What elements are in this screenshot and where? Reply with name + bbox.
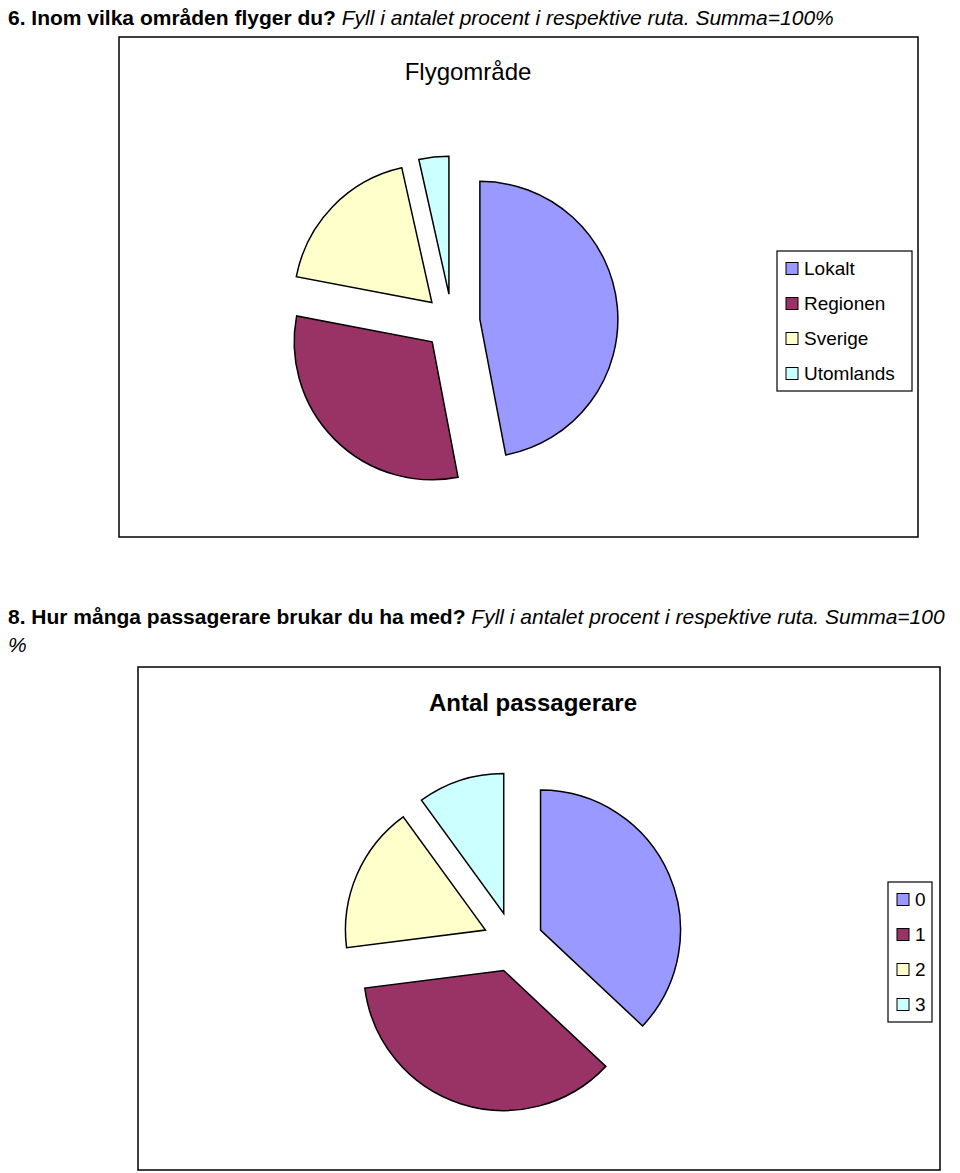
legend-label: Sverige [804,328,868,349]
legend-label: Regionen [804,293,885,314]
question-text: 6. Inom vilka områden flyger du? [8,6,336,29]
chart-title: Antal passagerare [429,689,637,716]
pie [345,773,680,1110]
pie-slice [419,156,449,294]
legend-label: Utomlands [804,363,895,384]
legend-swatch [897,964,909,976]
question-text: 8. Hur många passagerare brukar du ha me… [8,605,466,628]
legend-label: 0 [915,889,926,910]
question-instruction: Fyll i antalet procent i respektive ruta… [342,6,834,29]
question-heading: 8. Hur många passagerare brukar du ha me… [8,603,953,659]
chart-frame [119,37,918,537]
legend-swatch [897,999,909,1011]
chart: Antal passagerare 0 1 2 3 [138,667,940,1170]
legend-label: 1 [915,924,926,945]
legend-label: Lokalt [804,258,855,279]
page-svg: Flygområde Lokalt Regionen Sverige Utomlands… [0,0,960,1173]
legend-swatch [786,263,798,275]
pie-slice [296,168,432,303]
pie-slice [365,971,606,1111]
spacer [336,6,342,29]
legend-box [888,882,932,1022]
pie-slice [541,790,681,1026]
spacer [466,605,472,628]
pie-slice [421,773,503,913]
chart-title: Flygområde [405,58,532,85]
legend-label: 3 [915,994,926,1015]
legend-swatch [786,368,798,380]
pie-slice [480,181,618,455]
chart-frame [138,667,940,1170]
legend-swatch [786,298,798,310]
chart: Flygområde Lokalt Regionen Sverige Utomlands [119,37,918,537]
pie-slice [294,316,458,480]
pie [294,156,618,480]
legend-swatch [897,894,909,906]
legend-swatch [897,929,909,941]
legend-box [777,251,912,391]
question-heading: 6. Inom vilka områden flyger du? Fyll i … [8,4,953,32]
legend-label: 2 [915,959,926,980]
legend: 0 1 2 3 [888,882,932,1022]
legend: Lokalt Regionen Sverige Utomlands [777,251,912,391]
legend-swatch [786,333,798,345]
